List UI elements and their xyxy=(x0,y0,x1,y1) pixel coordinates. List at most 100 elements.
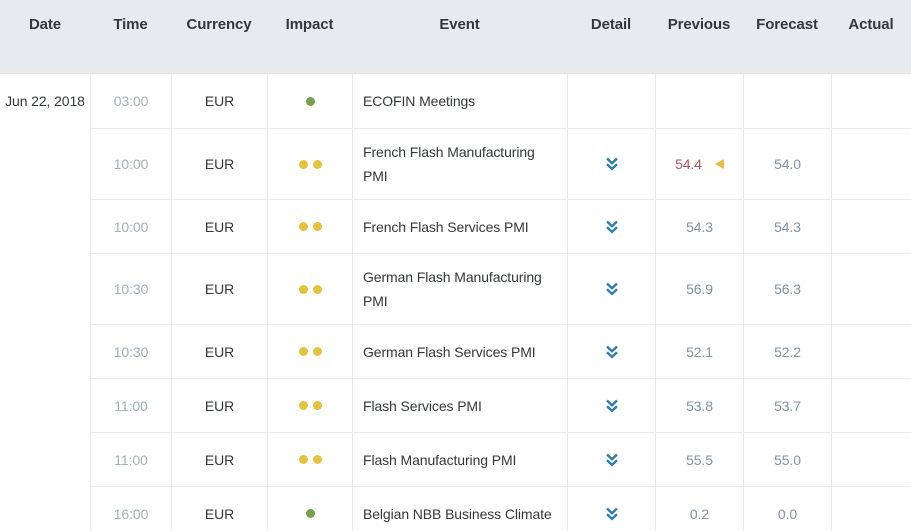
impact-dots xyxy=(298,347,322,356)
detail-cell xyxy=(567,199,655,253)
previous-value: 0.2 xyxy=(689,505,710,522)
event-name: French Flash Services PMI xyxy=(352,199,567,253)
table-row[interactable]: 10:00 EUR French Flash Services PMI 54.3… xyxy=(0,199,911,253)
event-name: German Flash Manufacturing PMI xyxy=(352,253,567,324)
date-cell: Jun 22, 2018 xyxy=(0,74,90,128)
previous-value: 54.4 xyxy=(675,156,702,172)
column-header-time: Time xyxy=(113,16,148,33)
actual-value xyxy=(831,199,911,253)
expand-detail-button[interactable] xyxy=(600,277,624,301)
table-row[interactable]: 16:00 EUR Belgian NBB Business Climate 0… xyxy=(0,486,911,531)
previous-value: 56.9 xyxy=(686,281,713,297)
impact-dot-icon xyxy=(305,509,315,518)
forecast-value: 56.3 xyxy=(743,253,831,324)
actual-value xyxy=(831,486,911,531)
actual-value xyxy=(831,378,911,432)
table-row[interactable]: 10:00 EUR French Flash Manufacturing PMI… xyxy=(0,128,911,199)
currency-cell: EUR xyxy=(171,253,267,324)
impact-cell xyxy=(267,432,352,486)
date-cell xyxy=(0,199,90,253)
previous-cell: 52.1 xyxy=(655,324,743,378)
detail-cell xyxy=(567,324,655,378)
time-cell: 10:00 xyxy=(90,199,171,253)
event-name: Flash Manufacturing PMI xyxy=(352,432,567,486)
event-name: Belgian NBB Business Climate xyxy=(352,486,567,531)
previous-cell: 0.2 xyxy=(655,486,743,531)
impact-dot-icon xyxy=(298,222,308,231)
actual-value xyxy=(831,432,911,486)
forecast-value: 54.3 xyxy=(743,199,831,253)
impact-dot-icon xyxy=(312,347,322,356)
column-header-date: Date xyxy=(28,16,62,33)
forecast-value: 55.0 xyxy=(743,432,831,486)
time-cell: 11:00 xyxy=(90,378,171,432)
calendar-header-row: Date Time Currency Impact Event Detail P… xyxy=(0,0,911,73)
detail-cell xyxy=(567,74,655,128)
date-cell xyxy=(0,486,90,531)
time-cell: 10:30 xyxy=(90,253,171,324)
column-header-event: Event xyxy=(439,16,480,33)
double-chevron-down-icon xyxy=(605,157,618,171)
impact-dot-icon xyxy=(312,159,322,169)
impact-dot-icon xyxy=(312,401,322,410)
double-chevron-down-icon xyxy=(605,453,618,467)
impact-cell xyxy=(267,128,352,199)
table-row[interactable]: 10:30 EUR German Flash Manufacturing PMI… xyxy=(0,253,911,324)
impact-dots xyxy=(298,401,322,410)
currency-cell: EUR xyxy=(171,432,267,486)
currency-cell: EUR xyxy=(171,324,267,378)
impact-dot-icon xyxy=(305,96,315,106)
column-header-previous: Previous xyxy=(667,16,731,33)
impact-dot-icon xyxy=(312,455,322,464)
impact-dot-icon xyxy=(312,284,322,294)
table-row[interactable]: 11:00 EUR Flash Services PMI 53.8 53.7 xyxy=(0,378,911,432)
forecast-value: 52.2 xyxy=(743,324,831,378)
impact-cell xyxy=(267,486,352,531)
date-cell xyxy=(0,378,90,432)
detail-cell xyxy=(567,378,655,432)
currency-cell: EUR xyxy=(171,74,267,128)
date-cell xyxy=(0,432,90,486)
actual-value xyxy=(831,324,911,378)
event-name: ECOFIN Meetings xyxy=(352,74,567,128)
expand-detail-button[interactable] xyxy=(600,448,624,472)
expand-detail-button[interactable] xyxy=(600,394,624,418)
previous-value: 53.8 xyxy=(686,397,713,414)
actual-value xyxy=(831,74,911,128)
impact-dots xyxy=(305,509,315,518)
time-cell: 16:00 xyxy=(90,486,171,531)
expand-detail-button[interactable] xyxy=(600,152,624,176)
double-chevron-down-icon xyxy=(605,345,618,359)
column-header-impact: Impact xyxy=(285,16,334,33)
impact-cell xyxy=(267,74,352,128)
event-name: Flash Services PMI xyxy=(352,378,567,432)
double-chevron-down-icon xyxy=(605,282,618,296)
event-name: German Flash Services PMI xyxy=(352,324,567,378)
impact-dot-icon xyxy=(298,347,308,356)
currency-cell: EUR xyxy=(171,128,267,199)
detail-cell xyxy=(567,128,655,199)
date-cell xyxy=(0,324,90,378)
forecast-value: 53.7 xyxy=(743,378,831,432)
table-row[interactable]: 11:00 EUR Flash Manufacturing PMI 55.5 5… xyxy=(0,432,911,486)
previous-cell: 56.9 xyxy=(655,253,743,324)
date-cell xyxy=(0,253,90,324)
expand-detail-button[interactable] xyxy=(600,215,624,239)
forecast-value: 0.0 xyxy=(743,486,831,531)
table-row[interactable]: Jun 22, 2018 03:00 EUR ECOFIN Meetings xyxy=(0,74,911,128)
previous-cell: 55.5 xyxy=(655,432,743,486)
impact-dot-icon xyxy=(298,159,308,169)
detail-cell xyxy=(567,432,655,486)
impact-dot-icon xyxy=(298,455,308,464)
actual-value xyxy=(831,128,911,199)
impact-dot-icon xyxy=(298,284,308,294)
forecast-value xyxy=(743,74,831,128)
expand-detail-button[interactable] xyxy=(600,502,624,526)
table-row[interactable]: 10:30 EUR German Flash Services PMI 52.1… xyxy=(0,324,911,378)
date-label: Jun 22, 2018 xyxy=(5,93,85,109)
double-chevron-down-icon xyxy=(605,220,618,234)
column-header-forecast: Forecast xyxy=(756,16,818,33)
expand-detail-button[interactable] xyxy=(600,340,624,364)
previous-value: 54.3 xyxy=(686,218,713,235)
